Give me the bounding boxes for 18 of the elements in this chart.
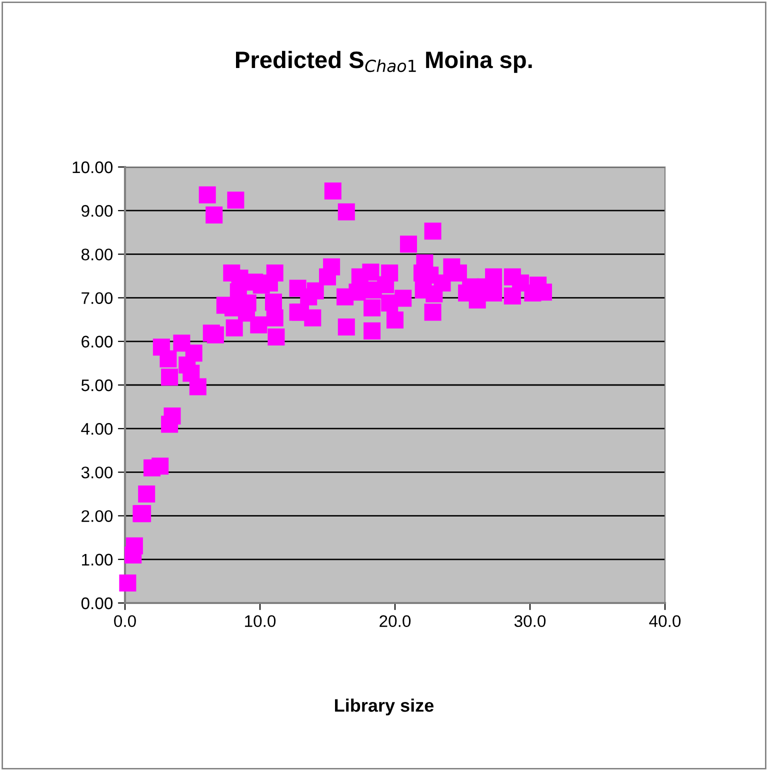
x-tick-label: 10.0 [245,615,276,628]
y-tick-label: 10.00 [72,161,113,174]
y-tick-label: 1.00 [82,554,113,566]
y-tick-label: 9.00 [82,205,113,217]
y-tick-label: 7.00 [82,292,113,304]
x-tick-label: 20.0 [380,615,411,628]
y-tick-label: 4.00 [81,423,113,435]
y-tick-label: 3.00 [81,466,113,478]
x-axis-title: Library size [335,698,434,716]
y-tick-label: 0.00 [81,597,113,610]
x-tick-label: 30.0 [514,615,546,628]
y-tick-label: 2.00 [82,510,113,522]
y-tick-label: 8.00 [81,248,113,260]
y-tick-label: 5.00 [81,379,113,392]
x-tick-label: 40.0 [649,615,681,628]
x-tick-label: 0.0 [114,615,136,628]
y-tick-label: 6.00 [82,336,113,348]
chart-title: Predicted S$_{Chao1}$ Moina sp. [236,50,532,73]
